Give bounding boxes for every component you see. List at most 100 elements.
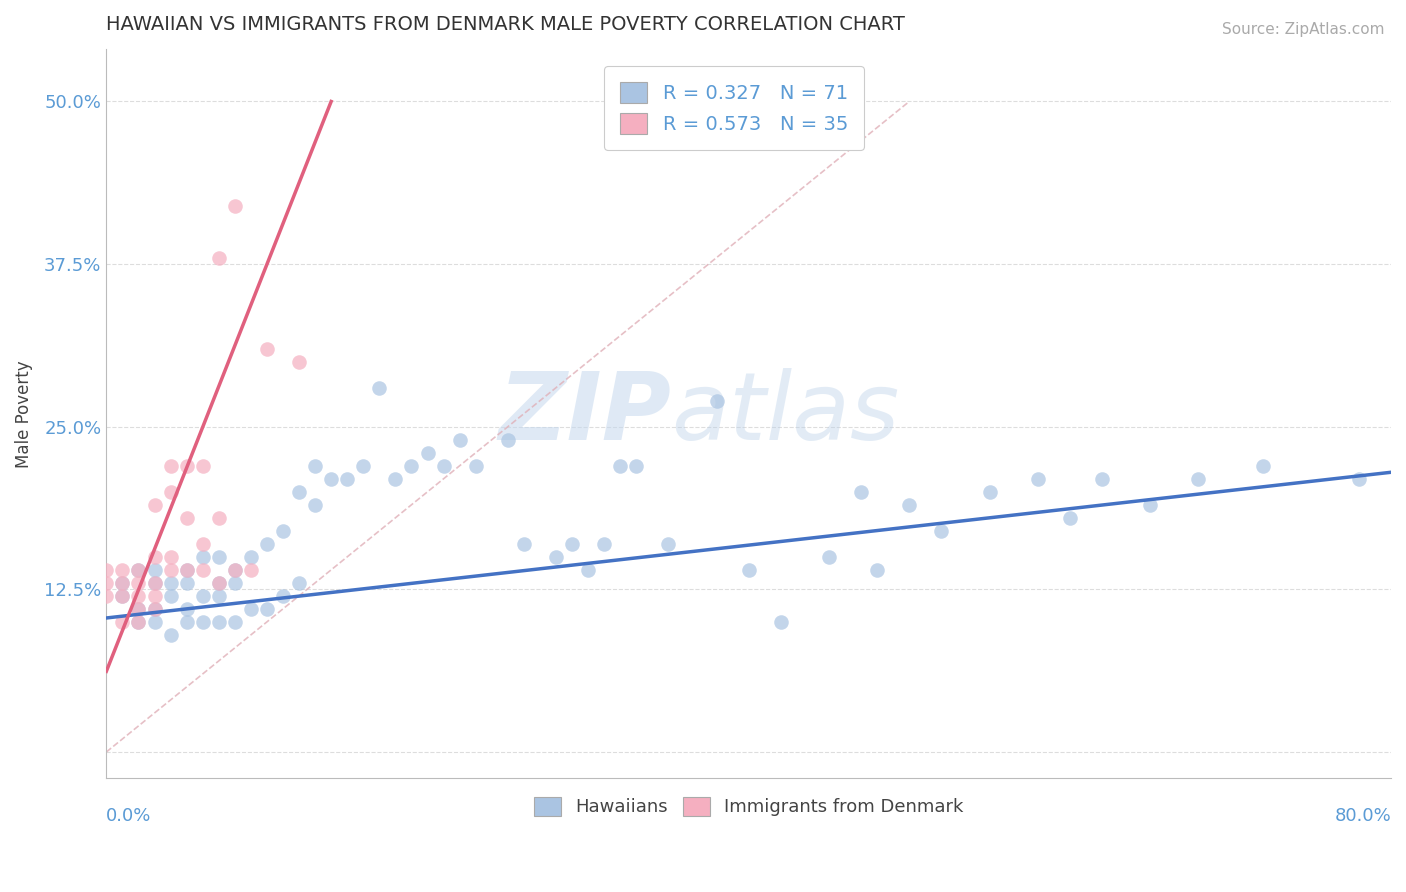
Point bbox=[176, 615, 198, 629]
Point bbox=[224, 615, 246, 629]
Point bbox=[191, 549, 214, 564]
Point bbox=[513, 537, 536, 551]
Point bbox=[352, 458, 374, 473]
Point bbox=[1026, 472, 1049, 486]
Point bbox=[239, 563, 262, 577]
Point bbox=[224, 563, 246, 577]
Point bbox=[159, 484, 181, 499]
Point bbox=[111, 589, 134, 603]
Point bbox=[271, 589, 294, 603]
Point bbox=[127, 563, 149, 577]
Point bbox=[127, 589, 149, 603]
Point bbox=[96, 563, 118, 577]
Point bbox=[127, 615, 149, 629]
Point bbox=[208, 575, 231, 590]
Point bbox=[288, 354, 311, 368]
Point bbox=[737, 563, 759, 577]
Point bbox=[657, 537, 679, 551]
Point bbox=[304, 498, 326, 512]
Point bbox=[1187, 472, 1209, 486]
Point bbox=[866, 563, 889, 577]
Point bbox=[191, 537, 214, 551]
Point bbox=[609, 458, 631, 473]
Point bbox=[239, 549, 262, 564]
Point bbox=[1347, 472, 1369, 486]
Point bbox=[208, 549, 231, 564]
Point bbox=[706, 393, 728, 408]
Point bbox=[979, 484, 1001, 499]
Point bbox=[544, 549, 567, 564]
Point bbox=[127, 602, 149, 616]
Legend: Hawaiians, Immigrants from Denmark: Hawaiians, Immigrants from Denmark bbox=[527, 789, 970, 823]
Point bbox=[561, 537, 583, 551]
Point bbox=[176, 458, 198, 473]
Point bbox=[432, 458, 454, 473]
Point bbox=[191, 615, 214, 629]
Point bbox=[127, 602, 149, 616]
Point bbox=[224, 198, 246, 212]
Point bbox=[111, 615, 134, 629]
Point bbox=[321, 472, 343, 486]
Point bbox=[224, 563, 246, 577]
Point bbox=[1251, 458, 1274, 473]
Text: ZIP: ZIP bbox=[499, 368, 672, 459]
Point bbox=[176, 510, 198, 524]
Point bbox=[111, 575, 134, 590]
Point bbox=[159, 563, 181, 577]
Point bbox=[849, 484, 872, 499]
Text: atlas: atlas bbox=[672, 368, 900, 459]
Point bbox=[931, 524, 953, 538]
Point bbox=[401, 458, 423, 473]
Point bbox=[464, 458, 486, 473]
Point bbox=[143, 575, 166, 590]
Point bbox=[1059, 510, 1081, 524]
Point bbox=[1091, 472, 1114, 486]
Point bbox=[208, 575, 231, 590]
Point bbox=[176, 563, 198, 577]
Point bbox=[208, 251, 231, 265]
Point bbox=[191, 458, 214, 473]
Point bbox=[416, 446, 439, 460]
Point bbox=[127, 563, 149, 577]
Point bbox=[593, 537, 616, 551]
Point bbox=[304, 458, 326, 473]
Point bbox=[898, 498, 921, 512]
Point bbox=[176, 602, 198, 616]
Point bbox=[159, 575, 181, 590]
Point bbox=[176, 563, 198, 577]
Point bbox=[143, 602, 166, 616]
Point bbox=[208, 615, 231, 629]
Point bbox=[143, 615, 166, 629]
Text: 0.0%: 0.0% bbox=[107, 807, 152, 825]
Point bbox=[143, 589, 166, 603]
Point bbox=[368, 381, 391, 395]
Point bbox=[239, 602, 262, 616]
Point bbox=[496, 433, 519, 447]
Y-axis label: Male Poverty: Male Poverty bbox=[15, 359, 32, 467]
Point bbox=[159, 549, 181, 564]
Point bbox=[208, 589, 231, 603]
Point bbox=[127, 575, 149, 590]
Point bbox=[288, 484, 311, 499]
Point bbox=[271, 524, 294, 538]
Text: 80.0%: 80.0% bbox=[1334, 807, 1391, 825]
Point bbox=[336, 472, 359, 486]
Point bbox=[818, 549, 841, 564]
Point bbox=[127, 615, 149, 629]
Point bbox=[159, 628, 181, 642]
Point bbox=[224, 575, 246, 590]
Point bbox=[111, 589, 134, 603]
Point bbox=[256, 537, 278, 551]
Point bbox=[159, 458, 181, 473]
Point bbox=[143, 549, 166, 564]
Point bbox=[176, 575, 198, 590]
Point bbox=[191, 589, 214, 603]
Point bbox=[143, 575, 166, 590]
Point bbox=[96, 575, 118, 590]
Point bbox=[208, 510, 231, 524]
Point bbox=[256, 342, 278, 356]
Point bbox=[111, 563, 134, 577]
Point bbox=[256, 602, 278, 616]
Point bbox=[159, 589, 181, 603]
Point bbox=[626, 458, 648, 473]
